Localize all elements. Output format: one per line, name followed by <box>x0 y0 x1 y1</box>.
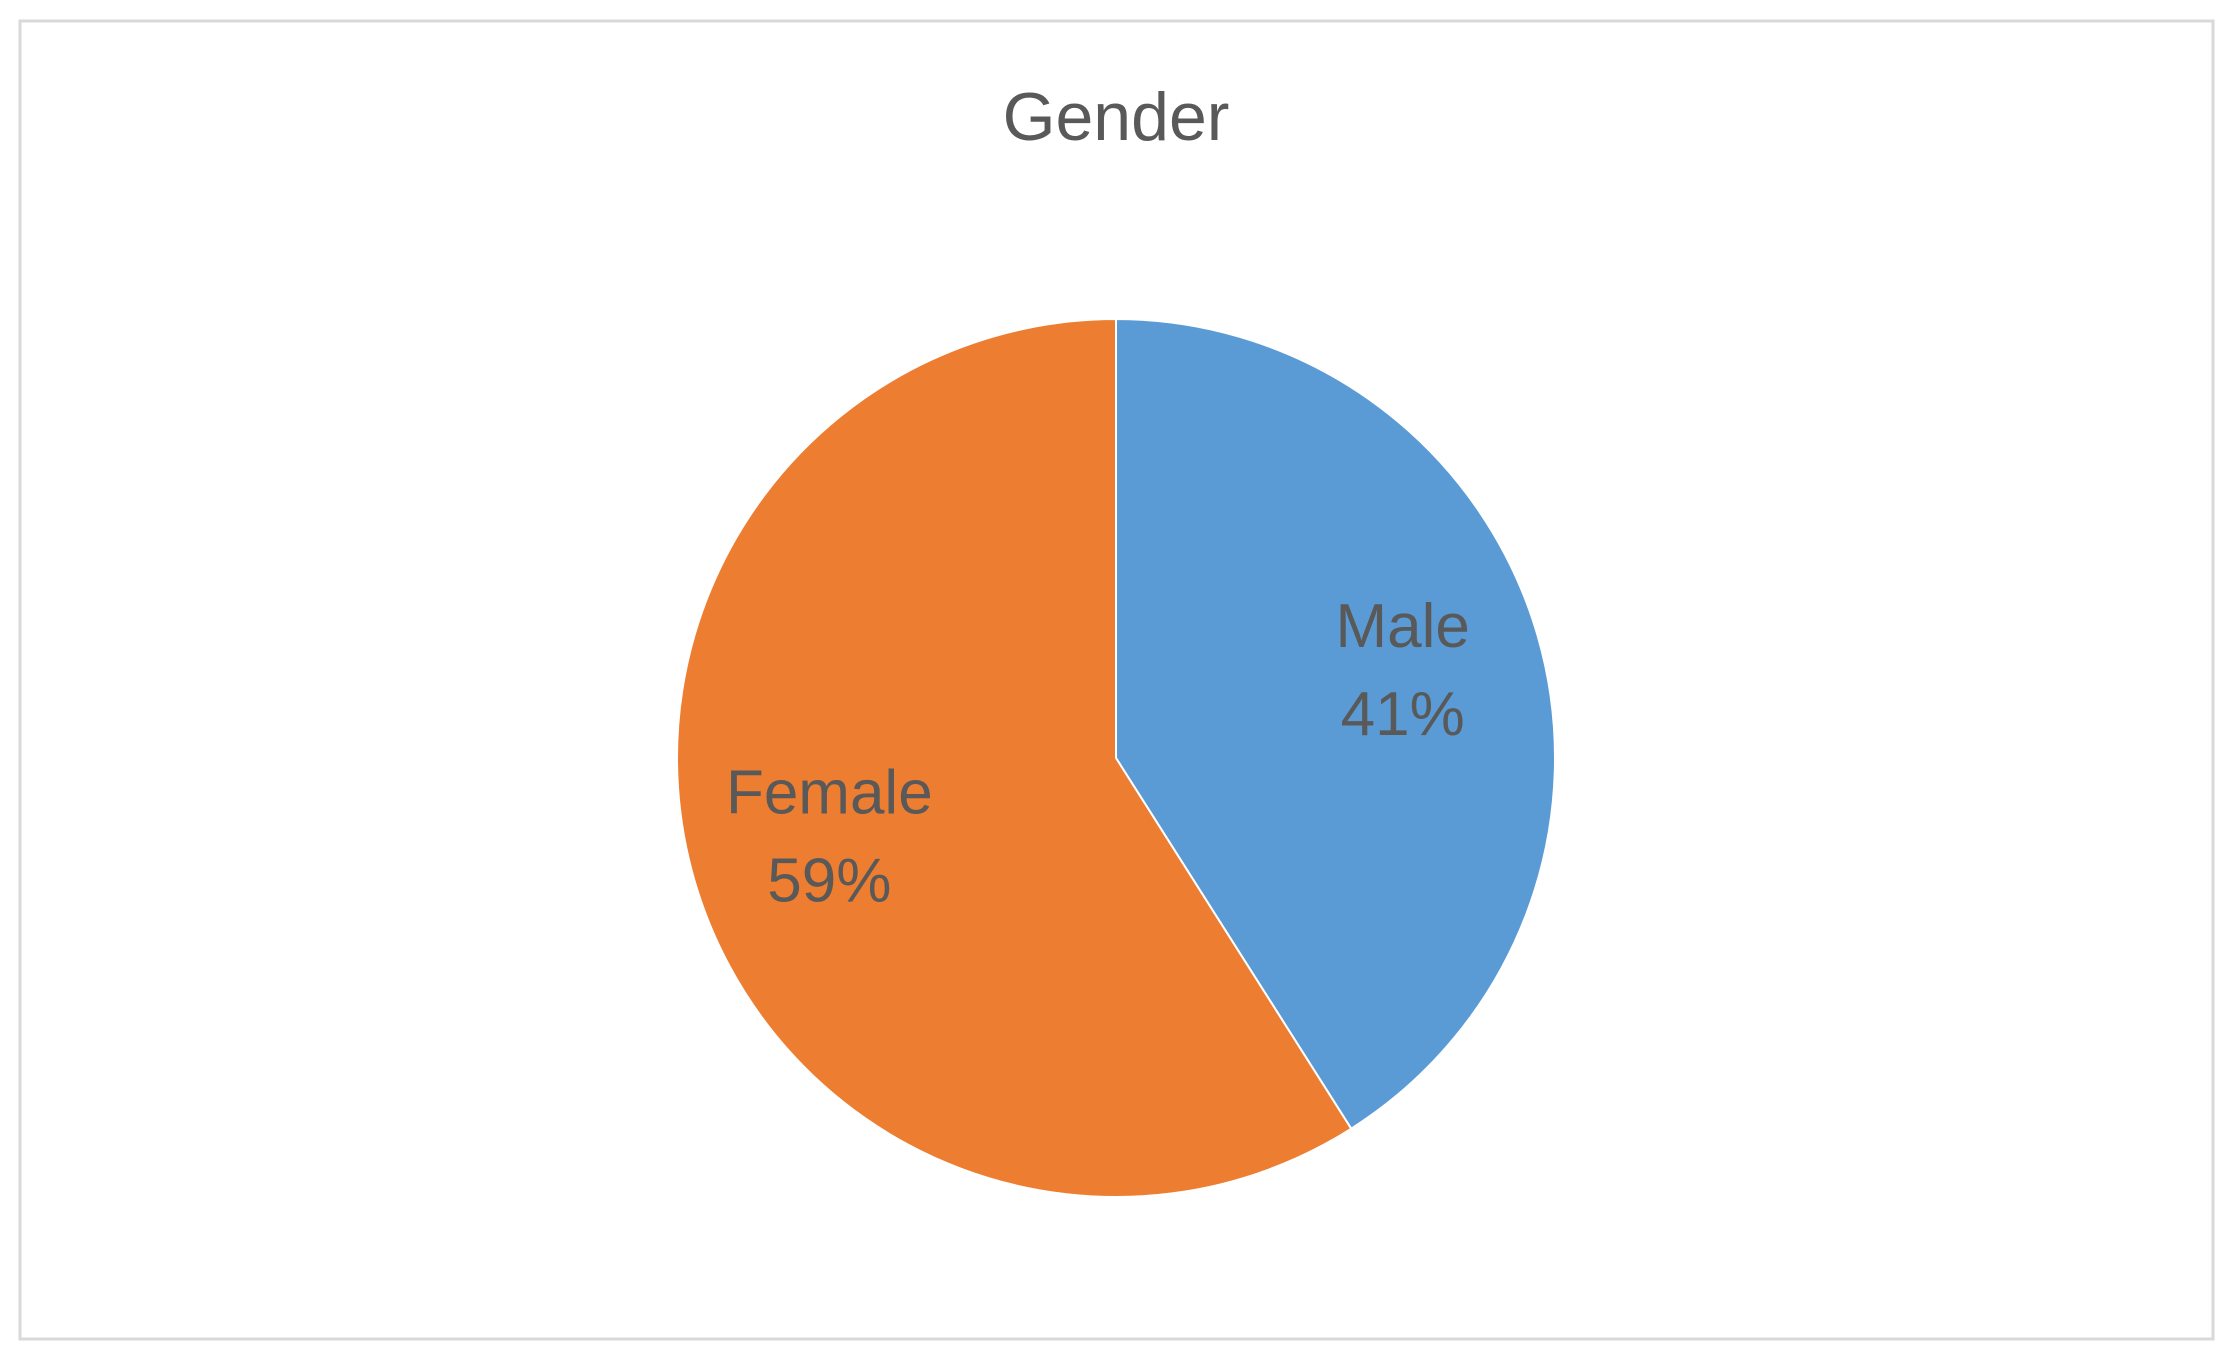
pie <box>676 317 1556 1198</box>
slice-category-label: Female <box>726 759 933 828</box>
pie-slice <box>676 317 1353 1198</box>
slice-value-label: 59% <box>767 847 891 916</box>
chart-title: Gender <box>1003 79 1230 155</box>
slice-category-label: Male <box>1335 592 1469 661</box>
pie-slice <box>1115 317 1556 1131</box>
data-labels: Male 41% Female 59% <box>726 592 1470 916</box>
slice-value-label: 41% <box>1341 680 1465 749</box>
